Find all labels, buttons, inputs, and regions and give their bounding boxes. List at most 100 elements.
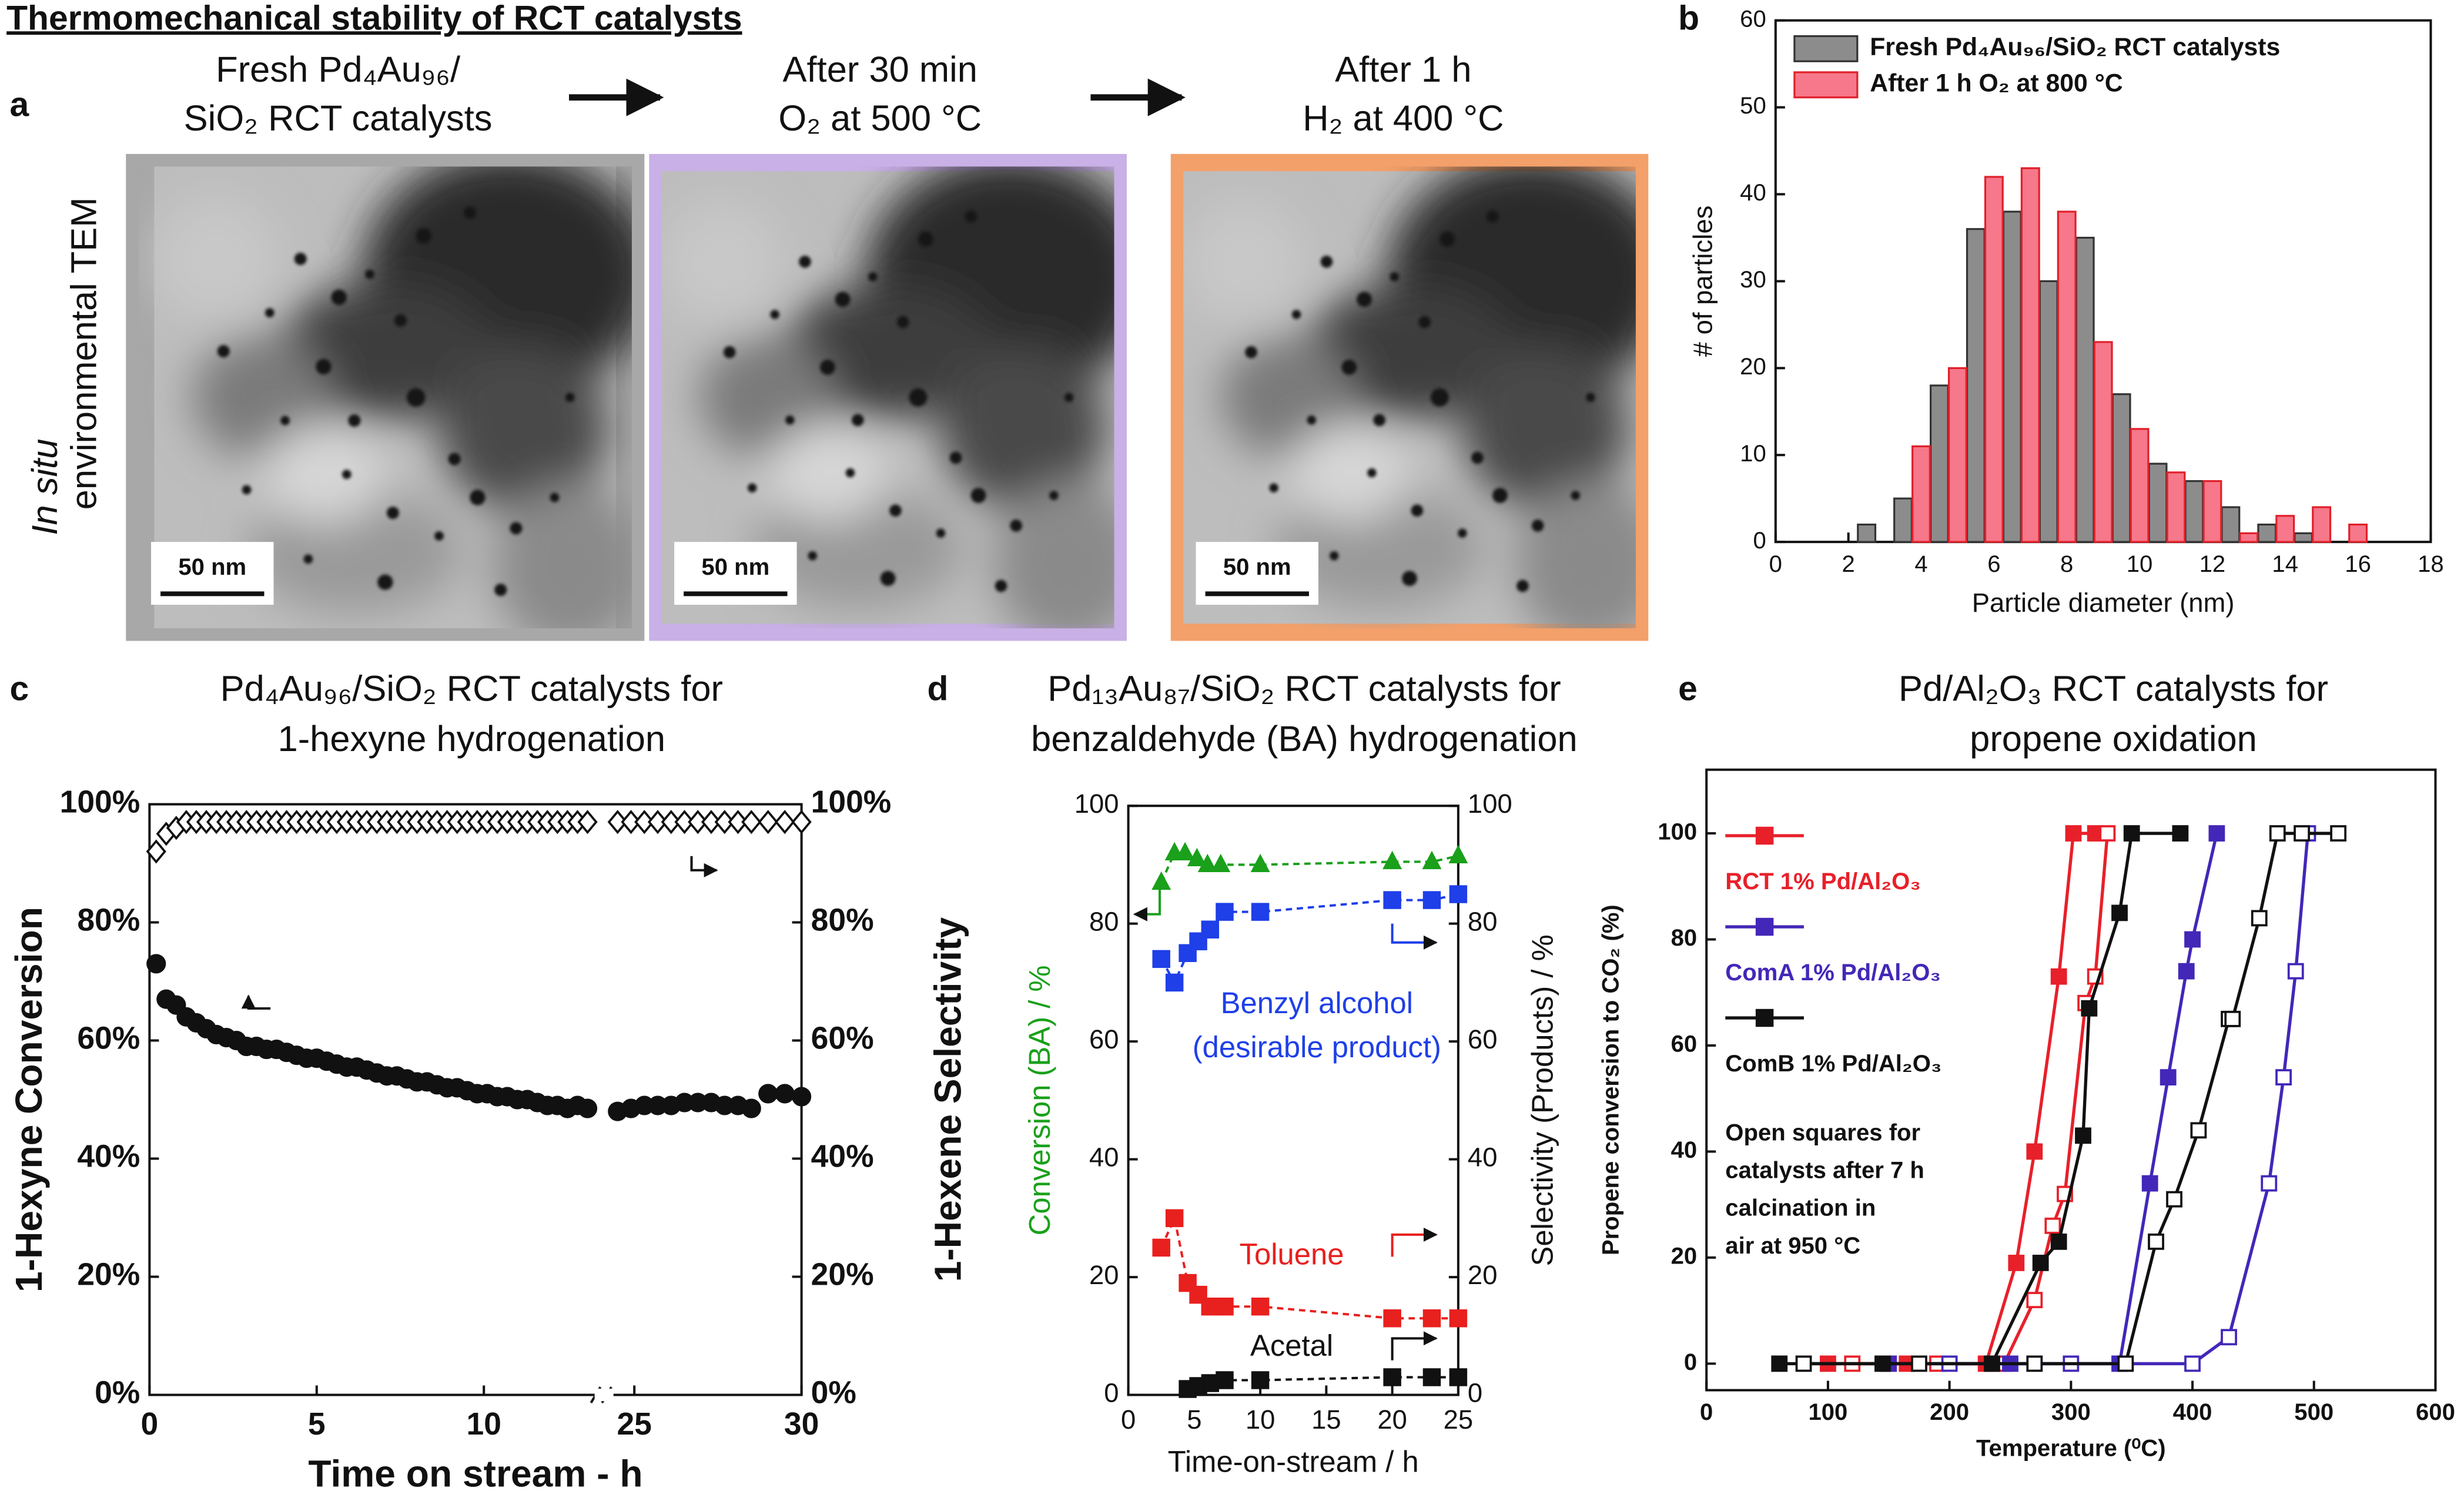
- bar: [2020, 167, 2040, 543]
- x-tick-label: 4: [1914, 551, 1927, 577]
- marker: [1911, 1355, 1927, 1372]
- x-tick-label: 0: [1121, 1405, 1136, 1435]
- caption: H₂ at 400 °C: [1303, 98, 1504, 139]
- marker: [2026, 1143, 2043, 1160]
- bar: [2130, 428, 2150, 543]
- marker: [674, 810, 695, 835]
- y-tick-label: 0: [1753, 528, 1766, 554]
- x-tick-label: 30: [784, 1407, 819, 1442]
- y-tick-label: 20: [1671, 1244, 1698, 1269]
- x-axis-label: Time-on-stream / h: [1168, 1445, 1419, 1479]
- annotation: Acetal: [1250, 1329, 1333, 1362]
- series-line: [1889, 833, 2218, 1366]
- marker: [2208, 825, 2225, 842]
- x-tick-label: 200: [1930, 1399, 1969, 1425]
- marker: [1383, 891, 1401, 909]
- y-tick-label: 50: [1740, 93, 1766, 119]
- marker: [1449, 1309, 1468, 1328]
- x-axis-label: Particle diameter (nm): [1972, 588, 2235, 618]
- x-tick-label: 20: [1377, 1405, 1407, 1435]
- marker: [2075, 1127, 2091, 1144]
- y-tick-label: 80: [1089, 907, 1119, 937]
- chart-title: Pd₄Au₉₆/SiO₂ RCT catalysts for: [220, 668, 723, 709]
- marker: [688, 810, 708, 835]
- marker: [1422, 1309, 1441, 1328]
- bar: [2221, 506, 2241, 543]
- x-tick-label: 8: [2060, 551, 2073, 577]
- marker: [1211, 853, 1231, 873]
- y-tick-label: 60: [1740, 6, 1766, 32]
- x-axis-label: Time on stream - h: [308, 1452, 642, 1494]
- y-tick-label: 40%: [77, 1140, 140, 1174]
- y-tick-label: 20%: [77, 1258, 140, 1292]
- y-tick-label: 0%: [95, 1376, 140, 1410]
- marker: [2160, 1069, 2177, 1086]
- marker: [2065, 825, 2082, 842]
- x-tick-label: 10: [1246, 1405, 1275, 1435]
- x-tick-label: 6: [1987, 551, 2000, 577]
- y-axis-label: Propene conversion to CO₂ (%): [1598, 904, 1623, 1255]
- marker: [2044, 1217, 2061, 1234]
- plot-frame: [1127, 805, 1459, 1396]
- annotation: Toluene: [1240, 1238, 1344, 1271]
- y-tick-label: 100: [1074, 789, 1119, 819]
- marker: [1216, 1371, 1234, 1389]
- marker: [1755, 1008, 1774, 1027]
- marker: [2221, 1329, 2237, 1346]
- x-tick-label: 400: [2173, 1399, 2212, 1425]
- note: catalysts after 7 h: [1725, 1158, 1924, 1184]
- y-tick-label: 40: [1089, 1142, 1119, 1172]
- y2-tick-label: 20: [1468, 1260, 1498, 1290]
- marker: [2251, 910, 2268, 927]
- marker: [1449, 885, 1468, 903]
- note: calcination in: [1725, 1195, 1876, 1221]
- y2-tick-label: 20%: [811, 1258, 874, 1292]
- y-tick-label: 0: [1684, 1349, 1697, 1375]
- bar: [1893, 497, 1913, 543]
- marker: [1251, 903, 1270, 921]
- marker: [775, 810, 795, 835]
- marker: [1165, 973, 1184, 992]
- panel-label: e: [1678, 670, 1698, 708]
- marker: [2141, 1175, 2158, 1192]
- panel-label: c: [9, 670, 29, 708]
- y-axis-label: # of particles: [1688, 206, 1718, 357]
- bar: [2093, 341, 2113, 543]
- caption: O₂ at 500 °C: [778, 98, 982, 139]
- caption: Fresh Pd₄Au₉₆/: [216, 49, 461, 90]
- chart-title: Pd₁₃Au₈₇/SiO₂ RCT catalysts for: [1047, 668, 1561, 709]
- marker: [1795, 1355, 1812, 1372]
- bar: [2057, 210, 2077, 543]
- bar: [2257, 523, 2277, 543]
- marker: [1189, 1285, 1207, 1304]
- x-tick-label: 15: [1311, 1405, 1341, 1435]
- x-tick-label: 500: [2294, 1399, 2334, 1425]
- marker: [1250, 853, 1270, 873]
- bar: [1857, 523, 1877, 543]
- y-tick-label: 80: [1671, 925, 1698, 951]
- panel-label: d: [927, 670, 948, 708]
- annotation-arrows: [241, 856, 1438, 1403]
- legend-label: ComB 1% Pd/Al₂O₃: [1725, 1051, 1941, 1077]
- scale-bar-label: 50 nm: [1223, 554, 1291, 580]
- marker: [2294, 825, 2310, 842]
- x-tick-label: 10: [2127, 551, 2153, 577]
- note: Open squares for: [1725, 1120, 1920, 1145]
- x-tick-label: 10: [466, 1407, 501, 1442]
- marker: [1165, 1209, 1184, 1228]
- y-tick-label: 100%: [60, 785, 140, 820]
- marker: [661, 810, 681, 835]
- marker: [2184, 931, 2201, 948]
- legend-label: ComA 1% Pd/Al₂O₃: [1725, 960, 1941, 986]
- bar: [2294, 532, 2314, 543]
- marker: [2261, 1175, 2278, 1192]
- marker: [2117, 1355, 2134, 1372]
- bar: [2038, 280, 2058, 543]
- marker: [1422, 891, 1441, 909]
- legend-swatch: [1793, 71, 1859, 99]
- marker: [1755, 826, 1774, 845]
- axis-break: [594, 1388, 614, 1402]
- figure-title: Thermomechanical stability of RCT cataly…: [6, 0, 742, 37]
- y2-tick-label: 60: [1468, 1024, 1498, 1054]
- marker: [1382, 850, 1402, 869]
